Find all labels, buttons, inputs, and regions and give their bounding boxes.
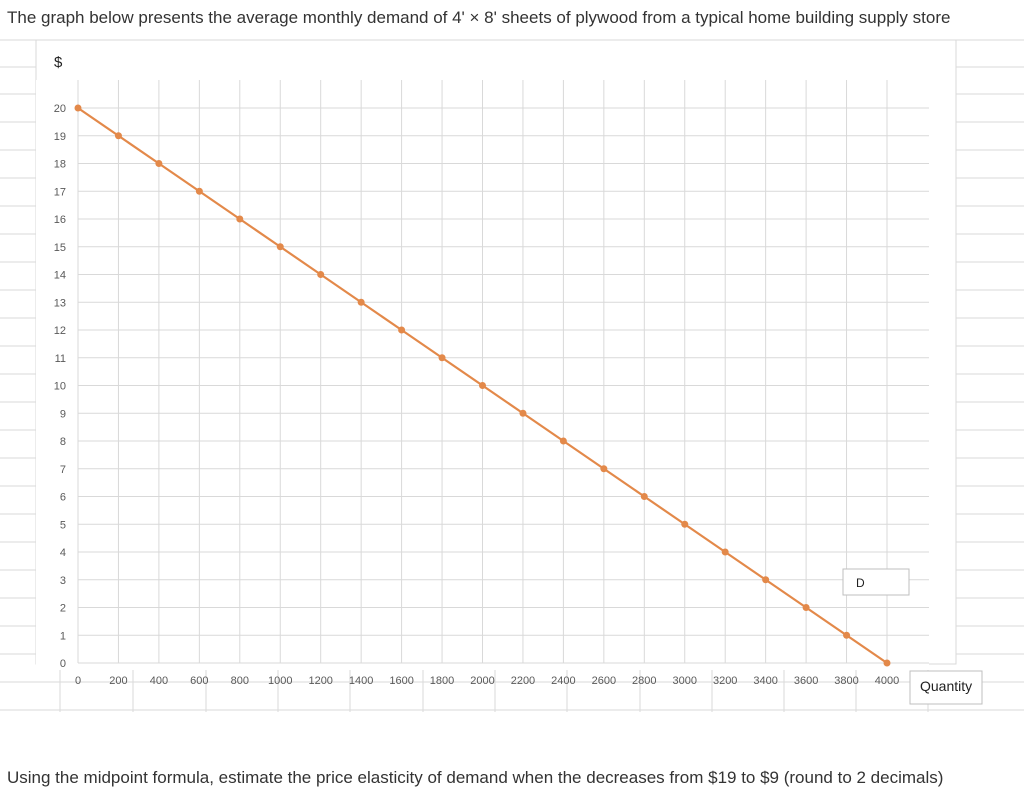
data-point bbox=[236, 215, 244, 223]
plot-grid bbox=[36, 80, 929, 670]
y-tick-label: 9 bbox=[60, 408, 66, 420]
y-tick-label: 20 bbox=[54, 103, 66, 115]
data-point bbox=[155, 160, 163, 167]
data-point bbox=[559, 437, 567, 445]
demand-chart: 0 1 2 3 4 5 6 7 8 9 10 11 12 13 14 15 16 17 18 19 20 0 200 400… bbox=[0, 39, 1024, 712]
data-point bbox=[438, 354, 446, 362]
x-tick-label: 2200 bbox=[511, 675, 535, 687]
data-point bbox=[600, 465, 608, 473]
x-tick-label: 3800 bbox=[834, 675, 858, 687]
data-point bbox=[762, 576, 770, 584]
data-point bbox=[276, 243, 284, 251]
x-tick-label: 2800 bbox=[632, 675, 656, 687]
series-label: D bbox=[856, 576, 865, 590]
y-tick-label: 1 bbox=[60, 630, 66, 642]
x-tick-label: 1400 bbox=[349, 675, 373, 687]
x-tick-labels: 0 200 400 600 800 1000 1200 1400 1600 1800 2000 220… bbox=[75, 675, 899, 687]
y-tick-label: 18 bbox=[54, 159, 66, 171]
data-point bbox=[74, 104, 82, 112]
y-tick-label: 19 bbox=[54, 131, 66, 143]
y-tick-label: 5 bbox=[60, 519, 66, 531]
x-tick-label: 600 bbox=[190, 675, 208, 687]
x-tick-label: 2000 bbox=[470, 675, 494, 687]
y-tick-label: 4 bbox=[60, 547, 66, 559]
y-tick-label: 7 bbox=[60, 464, 66, 476]
question-prompt: Using the midpoint formula, estimate the… bbox=[7, 768, 944, 787]
x-tick-label: 3600 bbox=[794, 675, 818, 687]
data-point bbox=[843, 631, 851, 639]
data-point bbox=[195, 187, 203, 195]
data-point bbox=[802, 604, 810, 611]
data-point bbox=[357, 298, 365, 306]
y-tick-label: 12 bbox=[54, 325, 66, 337]
series-layer bbox=[74, 104, 891, 667]
x-tick-label: 2600 bbox=[592, 675, 616, 687]
y-tick-label: 13 bbox=[54, 297, 66, 309]
data-point bbox=[114, 132, 122, 140]
x-tick-label: 3200 bbox=[713, 675, 737, 687]
y-axis-label: $ bbox=[54, 54, 63, 71]
x-tick-label: 1800 bbox=[430, 675, 454, 687]
y-tick-label: 17 bbox=[54, 186, 66, 198]
data-point bbox=[681, 520, 689, 528]
data-point bbox=[398, 326, 406, 334]
y-tick-label: 15 bbox=[54, 242, 66, 254]
y-tick-label: 11 bbox=[55, 353, 66, 365]
x-tick-label: 2400 bbox=[551, 675, 575, 687]
y-tick-label: 3 bbox=[60, 575, 66, 587]
x-tick-label: 0 bbox=[75, 675, 81, 687]
data-point bbox=[640, 493, 648, 500]
data-point bbox=[519, 409, 527, 417]
question-intro: The graph below presents the average mon… bbox=[7, 8, 951, 27]
data-point bbox=[721, 548, 729, 556]
y-tick-label: 8 bbox=[60, 436, 66, 448]
y-tick-label: 10 bbox=[54, 381, 66, 393]
y-tick-label: 2 bbox=[60, 603, 66, 615]
x-tick-label: 200 bbox=[109, 675, 127, 687]
y-tick-label: 6 bbox=[60, 492, 66, 504]
x-tick-label: 3000 bbox=[673, 675, 697, 687]
x-tick-label: 3400 bbox=[753, 675, 777, 687]
x-tick-label: 400 bbox=[150, 675, 168, 687]
x-tick-label: 1000 bbox=[268, 675, 292, 687]
data-point bbox=[883, 659, 891, 667]
data-point bbox=[317, 271, 325, 278]
x-axis-label: Quantity bbox=[920, 678, 972, 694]
x-tick-label: 4000 bbox=[875, 675, 899, 687]
y-tick-label: 14 bbox=[54, 270, 66, 282]
data-point bbox=[479, 382, 486, 389]
y-tick-label: 0 bbox=[60, 658, 66, 670]
x-tick-label: 1600 bbox=[389, 675, 413, 687]
y-tick-label: 16 bbox=[54, 214, 66, 226]
x-tick-label: 800 bbox=[231, 675, 249, 687]
x-axis-label-box bbox=[909, 670, 983, 705]
series-label-box bbox=[842, 568, 910, 596]
x-tick-label: 1200 bbox=[308, 675, 332, 687]
